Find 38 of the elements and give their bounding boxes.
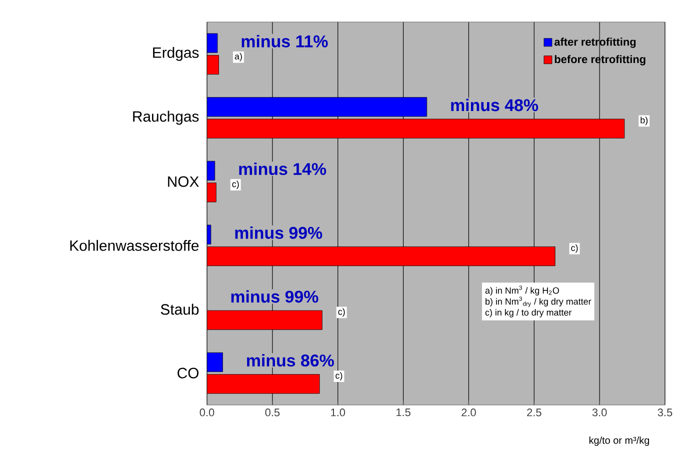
annotation: b) bbox=[640, 116, 648, 126]
annotation: c) in kg / to dry matter bbox=[485, 309, 572, 318]
y-tick-label: Kohlenwasserstoffe bbox=[70, 240, 199, 251]
annotation: a) in Nm$^{3}$ / kg H$_{2}$O bbox=[485, 286, 559, 296]
annotation: c) bbox=[571, 244, 578, 253]
annotation: c) bbox=[232, 180, 239, 189]
x-tick-label: 3.5 bbox=[658, 408, 672, 416]
annotation: a) bbox=[234, 52, 242, 62]
y-tick-label: Staub bbox=[160, 304, 199, 315]
bar bbox=[207, 118, 625, 138]
annotation: c) bbox=[336, 372, 342, 380]
y-tick-label: NOX bbox=[168, 176, 199, 187]
bar bbox=[207, 246, 556, 266]
x-axis-title: kg/to or m³/kg bbox=[589, 436, 650, 446]
y-tick-label: Rauchgas bbox=[133, 110, 199, 125]
annotation: minus 14% bbox=[239, 162, 326, 176]
x-tick-label: 3.0 bbox=[592, 408, 607, 416]
x-tick-label: 1.5 bbox=[396, 408, 410, 416]
x-tick-label: 2.5 bbox=[527, 408, 542, 416]
annotation: b) in Nm$^{3}$$_{dry}$ / kg dry matter bbox=[486, 296, 592, 308]
y-tick-label: Erdgas bbox=[153, 46, 199, 61]
x-tick-label: 0.5 bbox=[265, 408, 280, 416]
bar bbox=[207, 182, 216, 202]
annotation: minus 99% bbox=[231, 290, 318, 303]
x-tick-label: 1.0 bbox=[331, 408, 346, 416]
bar bbox=[207, 310, 322, 330]
annotation: minus 86% bbox=[247, 354, 334, 367]
bar bbox=[207, 374, 320, 394]
bar bbox=[207, 55, 219, 74]
annotation: minus 48% bbox=[451, 98, 538, 112]
x-tick-label: 2.0 bbox=[462, 408, 476, 416]
annotation: c) bbox=[338, 308, 345, 317]
bar bbox=[207, 97, 428, 117]
x-tick-label: 0.0 bbox=[200, 408, 214, 416]
annotation: minus 99% bbox=[235, 226, 322, 239]
y-tick-label: CO bbox=[178, 368, 199, 378]
bar bbox=[207, 352, 223, 372]
annotation: minus 11% bbox=[242, 34, 328, 48]
